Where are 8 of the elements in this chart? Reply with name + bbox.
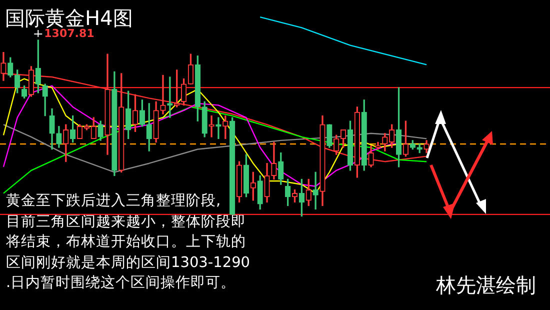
annotation: 黄金至下跌后进入三角整理阶段, bbox=[6, 192, 222, 211]
text: 将结束，布林道开始收口。上下轨的 bbox=[6, 233, 247, 252]
candlestick bbox=[216, 117, 222, 140]
text: .日内暂时围绕这个区间操作即可。 bbox=[6, 274, 237, 293]
text: 区间刚好就是本周的区间1303-1290 bbox=[6, 254, 250, 272]
text: 林先湛绘制 bbox=[436, 272, 536, 298]
candlestick bbox=[312, 172, 318, 210]
candlestick bbox=[208, 115, 214, 138]
